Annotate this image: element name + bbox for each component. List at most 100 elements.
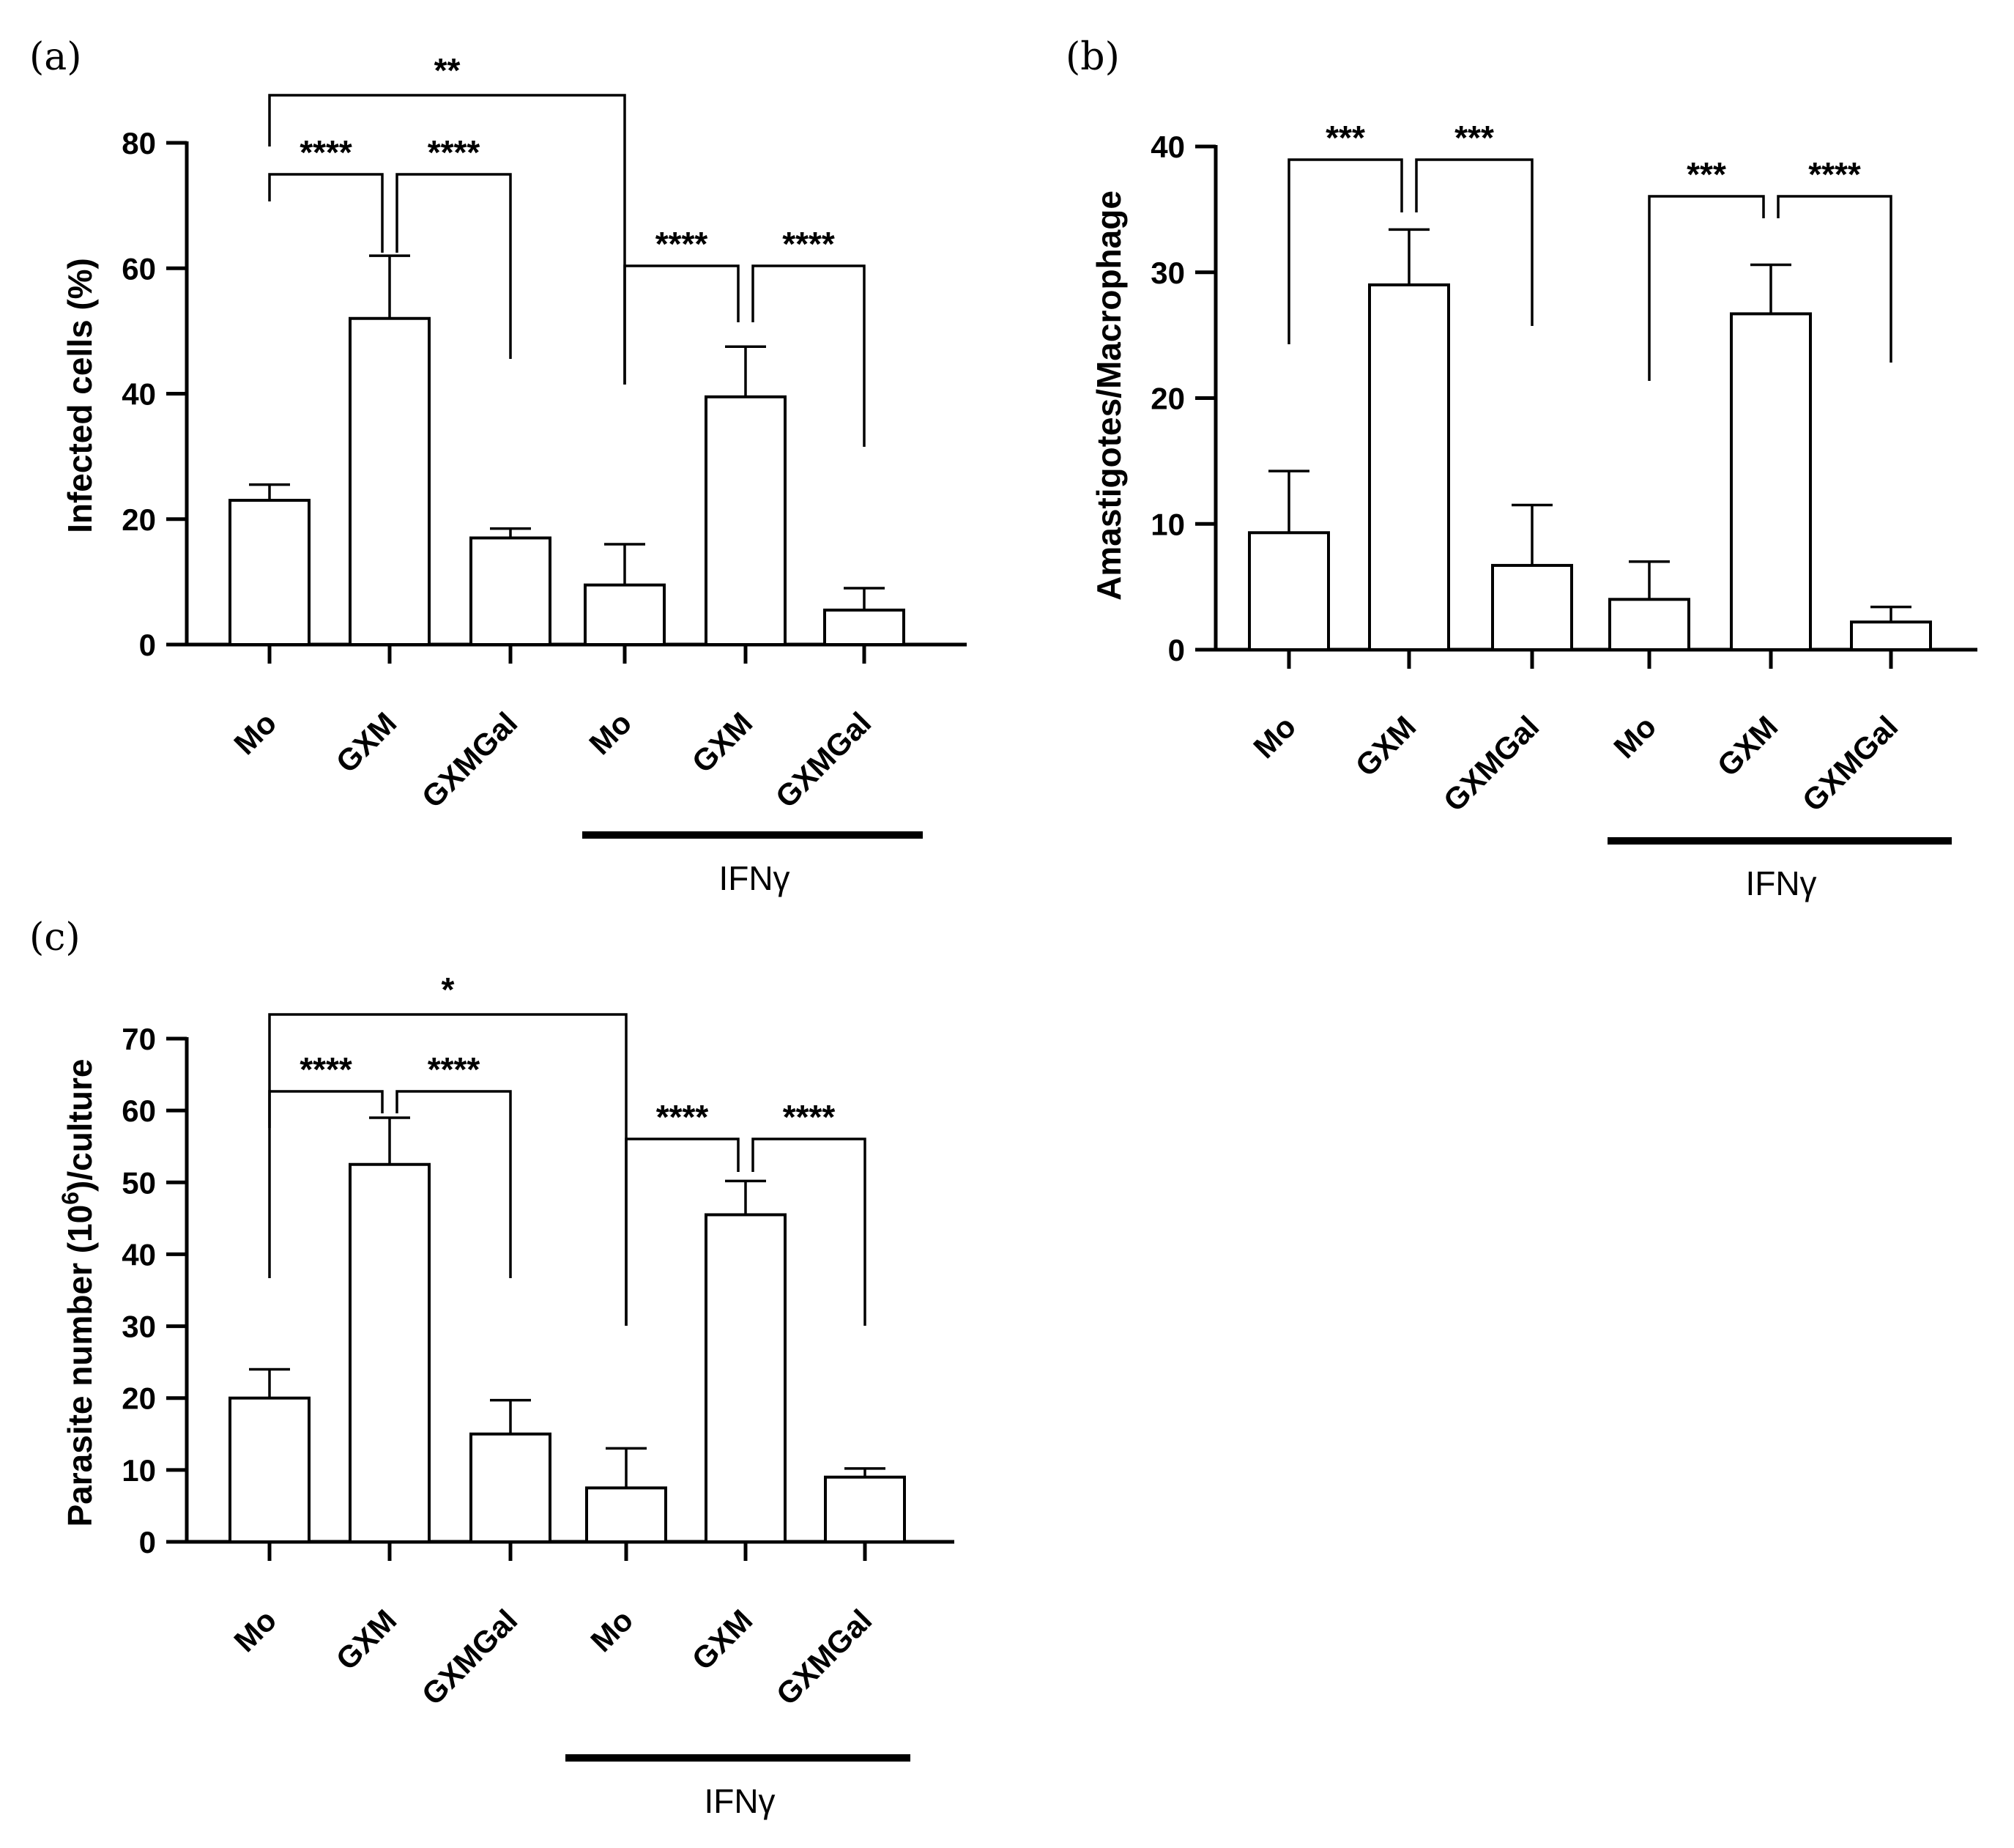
category-label: GXM (329, 1603, 403, 1677)
category-label: GXM (329, 705, 403, 779)
y-tick-label: 10 (122, 1453, 156, 1488)
bar (585, 1486, 667, 1543)
significance-bracket (1415, 158, 1534, 326)
category-label: GXMGal (1437, 709, 1546, 818)
significance-label: **** (1808, 155, 1861, 193)
y-tick-label: 70 (122, 1022, 156, 1056)
significance-label: *** (1326, 119, 1365, 157)
group-label: IFNγ (718, 859, 789, 897)
panel-c-ylabel-main: Parasite number (10 (61, 1205, 99, 1527)
significance-label: **** (300, 1050, 352, 1088)
category-label: GXM (1710, 709, 1784, 783)
y-tick-label: 20 (122, 1381, 156, 1416)
significance-bracket (1648, 195, 1765, 381)
bar (349, 316, 431, 646)
significance-bracket (751, 1138, 866, 1326)
bar (1608, 598, 1690, 651)
significance-bracket (395, 1090, 512, 1278)
significance-label: ** (434, 51, 461, 89)
significance-bracket (1287, 158, 1403, 344)
y-tick-label: 0 (139, 628, 156, 662)
category-label: Mo (1246, 709, 1302, 765)
significance-label: **** (656, 1098, 709, 1136)
y-tick-label: 40 (1151, 130, 1185, 164)
y-tick-label: 30 (122, 1310, 156, 1344)
panel-b: (b) Amastigotes/Macrophage 0 10 20 30 40 Mo GX… (1066, 35, 1977, 902)
significance-bracket (1777, 195, 1892, 363)
significance-label: **** (428, 133, 480, 171)
category-label: Mo (582, 705, 638, 761)
significance-bracket (268, 94, 626, 385)
panel-c-ylabel-tail: )/culture (61, 1058, 99, 1191)
bar (823, 608, 905, 646)
bar (349, 1162, 431, 1543)
category-label: GXM (1348, 709, 1422, 783)
y-tick-label: 20 (122, 502, 156, 537)
significance-label: **** (300, 133, 352, 171)
significance-label: *** (1454, 119, 1494, 157)
category-label: GXMGal (769, 705, 878, 814)
y-tick-label: 80 (122, 126, 156, 160)
bar (584, 583, 666, 646)
panel-b-letter: (b) (1066, 35, 1120, 79)
category-label: Mo (227, 1603, 283, 1658)
bar (228, 499, 311, 646)
bar (228, 1396, 311, 1543)
bar (1248, 531, 1330, 652)
significance-bracket (625, 1138, 740, 1326)
bar (1850, 620, 1932, 652)
category-label: GXMGal (1796, 709, 1905, 818)
category-label: GXMGal (770, 1603, 879, 1712)
y-tick-label: 10 (1151, 507, 1185, 541)
group-label: IFNγ (1745, 864, 1816, 902)
significance-label: **** (782, 225, 835, 263)
y-tick-label: 20 (1151, 382, 1185, 416)
bar (705, 1213, 787, 1543)
bar (705, 395, 787, 646)
bar (469, 536, 551, 646)
category-label: GXM (685, 705, 759, 779)
panel-b-ylabel: Amastigotes/Macrophage (1090, 190, 1128, 601)
category-label: Mo (584, 1603, 639, 1658)
significance-bracket (268, 173, 384, 253)
significance-bracket (395, 173, 512, 359)
bar (1730, 312, 1812, 651)
category-label: Mo (227, 705, 283, 761)
significance-label: **** (655, 225, 708, 263)
bar (824, 1475, 906, 1543)
category-label: GXMGal (415, 705, 524, 814)
panel-c-letter: (c) (29, 916, 81, 960)
y-tick-label: 0 (1168, 633, 1185, 667)
panel-a-ylabel: Infected cells (%) (61, 258, 99, 533)
bar (1368, 283, 1450, 651)
significance-label: * (442, 971, 455, 1009)
category-label: GXMGal (415, 1603, 524, 1712)
y-tick-label: 60 (122, 251, 156, 286)
group-label: IFNγ (704, 1782, 775, 1820)
significance-bracket (751, 264, 866, 447)
y-tick-label: 50 (122, 1165, 156, 1200)
significance-label: **** (428, 1050, 480, 1088)
significance-label: **** (783, 1098, 836, 1136)
significance-bracket (623, 264, 740, 385)
y-tick-label: 60 (122, 1094, 156, 1128)
bar (1491, 563, 1573, 651)
panel-c-ylabel-sup: 6 (57, 1192, 83, 1205)
significance-label: *** (1687, 155, 1726, 193)
significance-bracket (268, 1090, 384, 1278)
category-label: Mo (1607, 709, 1662, 765)
y-tick-label: 40 (122, 377, 156, 412)
bar (469, 1432, 551, 1544)
panel-c: (c) Parasite number (106)/culture 0 10 20 3… (29, 916, 954, 1820)
category-label: GXM (685, 1603, 759, 1677)
y-tick-label: 40 (122, 1237, 156, 1272)
panel-c-ylabel: Parasite number (106)/culture (57, 1058, 99, 1526)
panel-a-letter: (a) (29, 35, 82, 79)
y-tick-label: 0 (139, 1525, 156, 1559)
y-tick-label: 30 (1151, 256, 1185, 290)
